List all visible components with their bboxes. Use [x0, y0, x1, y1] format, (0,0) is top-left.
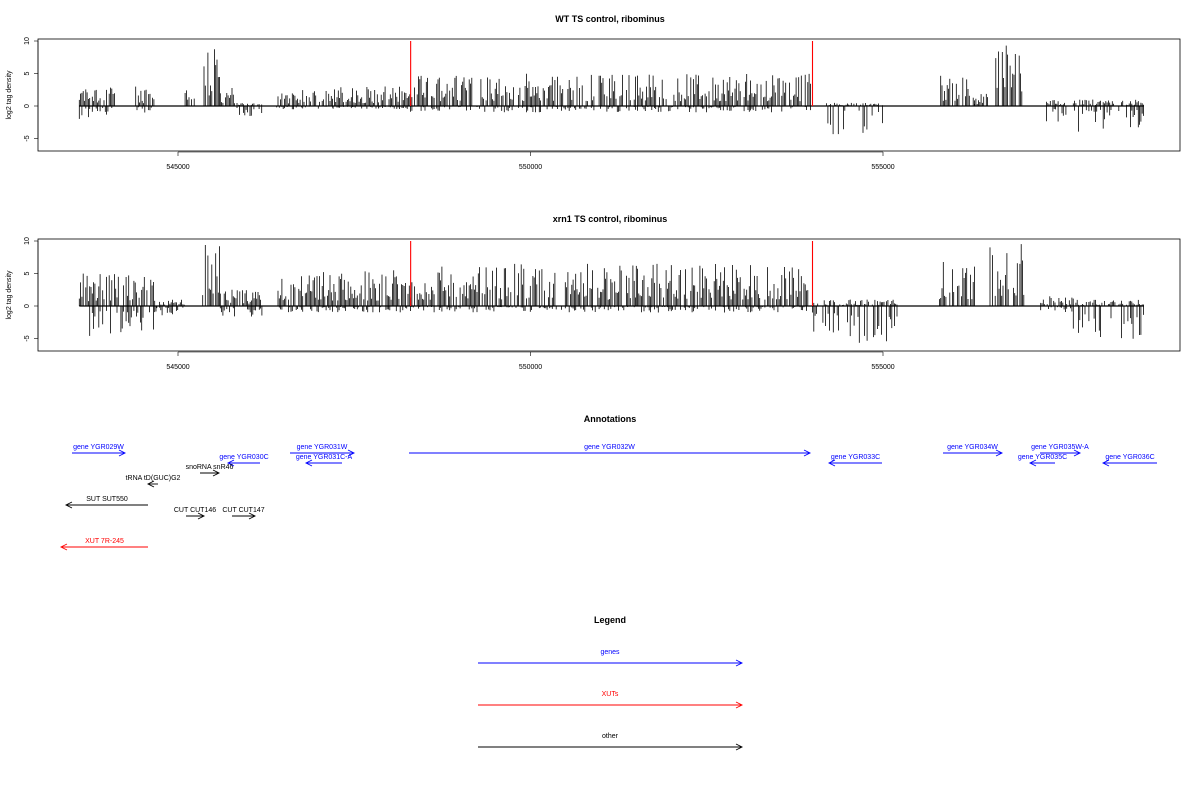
feature-arrowhead [212, 469, 221, 477]
axes-wt: -5 0 5 10 545000 550000 555000 [24, 37, 895, 171]
track-panel-wt: WT TS control, ribominus log2 tag densit… [6, 14, 1181, 171]
feature-arrowhead [347, 449, 356, 457]
legend-item-gene: genes [478, 649, 744, 667]
track-panel-xrn1: xrn1 TS control, ribominus log2 tag dens… [6, 214, 1181, 371]
annotation-feature: gene YGR032W [409, 444, 812, 457]
axes-xrn1: -5 0 5 10 545000 550000 555000 [24, 237, 895, 371]
feature-arrowhead [827, 459, 836, 467]
x-tick-label: 545000 [166, 364, 189, 371]
feature-arrowhead [803, 449, 812, 457]
annotation-feature: gene YGR035W-A [1031, 444, 1089, 457]
x-tick-label: 550000 [519, 364, 542, 371]
annotation-feature: gene YGR034W [943, 444, 1004, 457]
annotation-feature: gene YGR035C [1018, 454, 1067, 467]
feature-label: gene YGR033C [831, 454, 880, 461]
annotation-feature: gene YGR036C [1101, 454, 1157, 467]
y-tick-label: 5 [24, 271, 31, 275]
annotation-feature: CUT CUT146 [174, 507, 216, 520]
feature-arrowhead [735, 701, 744, 709]
feature-arrowhead [226, 459, 235, 467]
x-tick-label: 545000 [166, 164, 189, 171]
feature-label: gene YGR031C-A [296, 454, 353, 461]
plot-frame-wt [37, 38, 1181, 152]
annotation-feature: gene YGR029W [72, 444, 127, 457]
feature-arrowhead [248, 512, 257, 520]
annotation-feature: CUT CUT147 [222, 507, 265, 520]
feature-label: gene YGR035W-A [1031, 444, 1089, 451]
feature-label: CUT CUT147 [222, 507, 264, 514]
legend-item-other: other [478, 733, 744, 751]
y-tick-label: -5 [24, 135, 31, 141]
x-tick-label: 555000 [871, 364, 894, 371]
annotation-feature: gene YGR031C-A [296, 454, 353, 467]
feature-arrowhead [146, 480, 155, 488]
annotation-feature: tRNA tD(GUC)G2 [126, 475, 181, 488]
annotation-feature: gene YGR033C [827, 454, 882, 467]
annotation-feature: gene YGR031W [290, 444, 356, 457]
y-tick-label: 0 [24, 104, 31, 108]
feature-label: tRNA tD(GUC)G2 [126, 475, 181, 482]
annotation-feature: XUT 7R-245 [59, 538, 148, 551]
feature-label: gene YGR029W [73, 444, 124, 451]
feature-label: snoRNA snR46 [186, 464, 234, 471]
y-axis-label-wt: log2 tag density [6, 70, 13, 120]
feature-arrowhead [735, 743, 744, 751]
x-tick-label: 550000 [519, 164, 542, 171]
y-tick-label: 10 [24, 237, 31, 245]
feature-arrowhead [1028, 459, 1037, 467]
y-axis-label-xrn1: log2 tag density [6, 270, 13, 320]
feature-arrowhead [1101, 459, 1110, 467]
x-tick-label: 555000 [871, 164, 894, 171]
feature-label: gene YGR035C [1018, 454, 1067, 461]
feature-arrowhead [304, 459, 313, 467]
legend-item-label: XUTs [602, 691, 619, 698]
annotation-feature: snoRNA snR46 [186, 464, 234, 477]
y-tick-label: 5 [24, 71, 31, 75]
annotation-feature: gene YGR030C [219, 454, 269, 467]
y-tick-label: -5 [24, 335, 31, 341]
feature-arrowhead [735, 659, 744, 667]
feature-arrowhead [1073, 449, 1082, 457]
feature-arrowhead [995, 449, 1004, 457]
feature-label: XUT 7R-245 [85, 538, 124, 545]
annotations-title: Annotations [584, 414, 637, 424]
feature-label: CUT CUT146 [174, 507, 216, 514]
annotation-features: gene YGR029W gene YGR030C gene YGR031W gene… [59, 444, 1157, 551]
y-tick-label: 0 [24, 304, 31, 308]
signal-bars-xrn1 [78, 241, 1144, 343]
panel-title-wt: WT TS control, ribominus [555, 14, 665, 24]
feature-arrowhead [64, 501, 73, 509]
legend-items: genes XUTs other [478, 649, 744, 751]
panel-title-xrn1: xrn1 TS control, ribominus [553, 214, 668, 224]
legend-title: Legend [594, 615, 626, 625]
feature-label: gene YGR030C [219, 454, 268, 461]
legend: Legend genes XUTs other [478, 615, 744, 751]
feature-label: gene YGR034W [947, 444, 998, 451]
feature-label: gene YGR031W [297, 444, 348, 451]
feature-label: gene YGR036C [1105, 454, 1154, 461]
legend-item-label: genes [600, 649, 620, 656]
feature-arrowhead [118, 449, 127, 457]
legend-item-label: other [602, 733, 619, 740]
annotation-feature: SUT SUT550 [64, 496, 148, 509]
feature-arrowhead [59, 543, 68, 551]
feature-arrowhead [197, 512, 206, 520]
y-tick-label: 10 [24, 37, 31, 45]
feature-label: gene YGR032W [584, 444, 635, 451]
signal-bars-wt [78, 41, 1144, 135]
feature-label: SUT SUT550 [86, 496, 128, 503]
legend-item-xut: XUTs [478, 691, 744, 709]
